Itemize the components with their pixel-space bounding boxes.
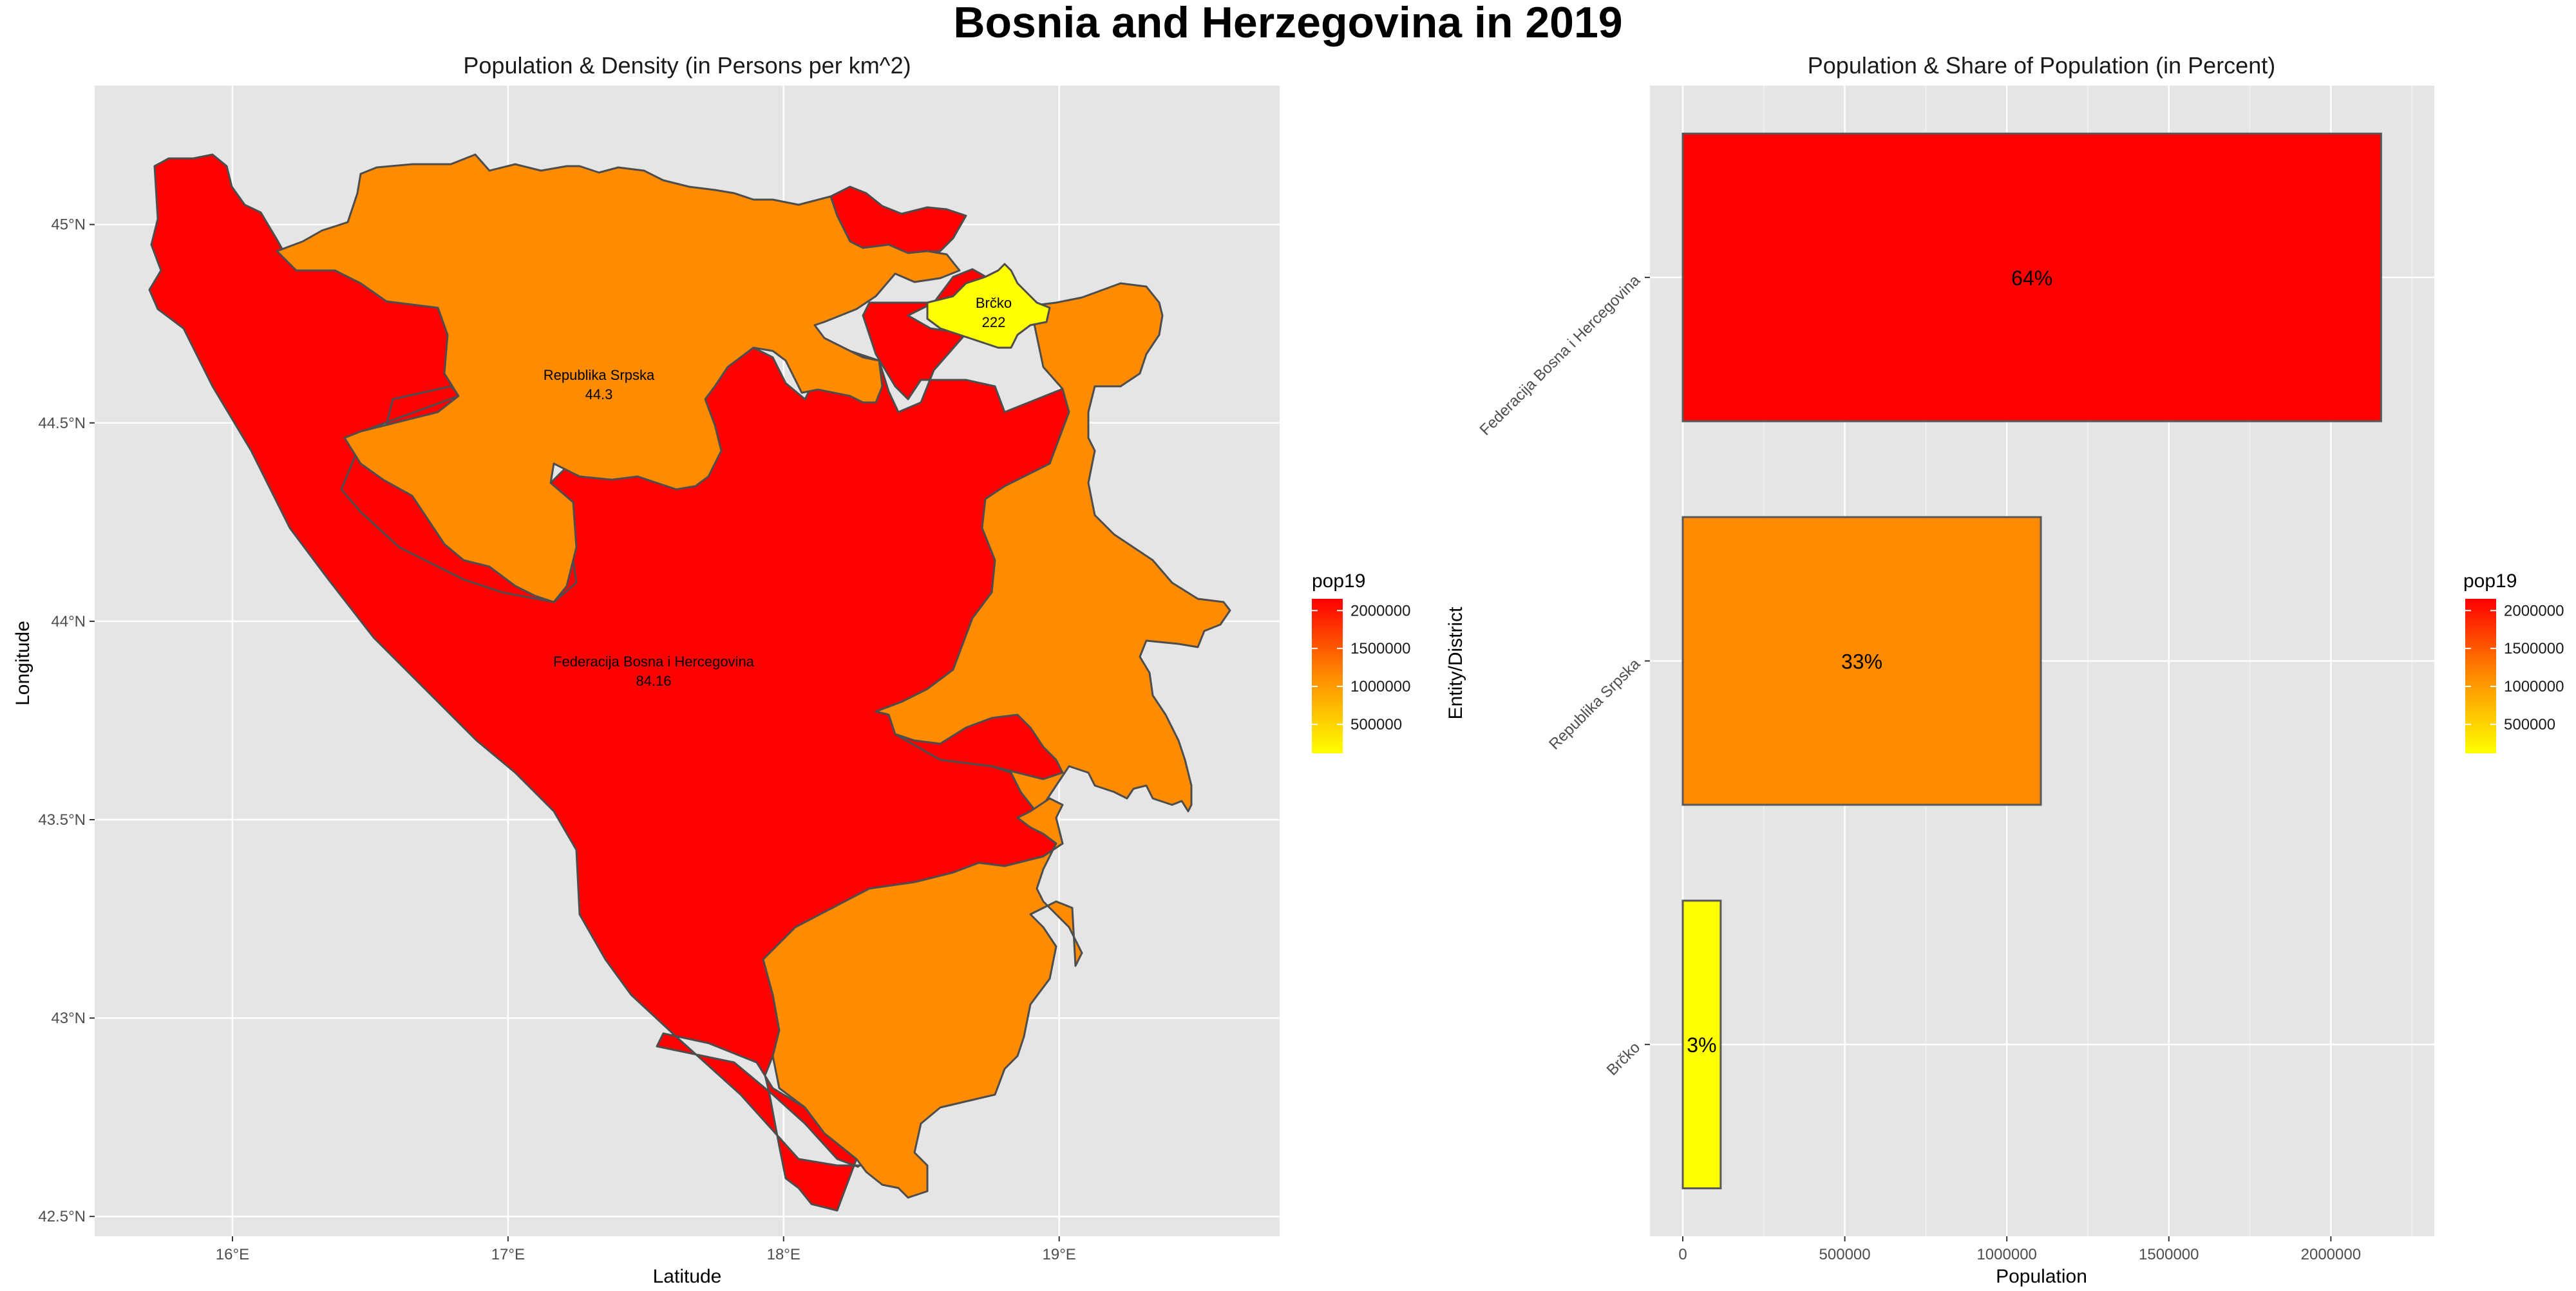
bar[interactable]: [1681, 900, 1722, 1190]
bar-xtick-label: 0: [1678, 1246, 1687, 1263]
map-ytick-label: 42.5°N: [38, 1208, 86, 1225]
map-ytick-label: 43.5°N: [38, 811, 86, 829]
map-xtick-label: 18°E: [767, 1246, 800, 1263]
bar-marks: 64% 33% 3%: [1681, 132, 2382, 1190]
map-xlabel: Latitude: [653, 1266, 722, 1287]
legend-tick-label: 1500000: [1350, 640, 1410, 657]
bar[interactable]: [1681, 516, 2042, 806]
map-labels: Republika Srpska 44.3 Federacija Bosna i…: [544, 295, 1012, 689]
map-axes: 16°E 17°E 18°E 19°E 42.5°N 43°N 43.5°N 44°N 44.5…: [38, 216, 1075, 1263]
map-ytick-label: 44.5°N: [38, 415, 86, 432]
map-xtick-label: 19°E: [1043, 1246, 1076, 1263]
map-label-srpska-density: 44.3: [585, 386, 613, 402]
region-brcko[interactable]: [926, 263, 1051, 349]
map-ytick-label: 43°N: [51, 1010, 86, 1027]
bar-category-label: Federacija Bosna i Hercegovina: [1477, 272, 1644, 439]
map-label-federacija-name: Federacija Bosna i Hercegovina: [553, 654, 755, 670]
region-federacija-south[interactable]: [894, 713, 1064, 780]
map-label-srpska-name: Republika Srpska: [544, 367, 655, 383]
map-regions: [148, 153, 1231, 1212]
legend-tick-label: 1000000: [1350, 678, 1410, 695]
bar-title: Population & Share of Population (in Per…: [1808, 52, 2275, 79]
map-label-brcko-name: Brčko: [976, 295, 1012, 311]
legend-tick-label: 500000: [2504, 716, 2555, 733]
bar-ylabel: Entity/District: [1445, 607, 1466, 720]
map-xtick-label: 16°E: [216, 1246, 249, 1263]
legend-tick-label: 2000000: [2504, 602, 2564, 619]
bar[interactable]: [1681, 132, 2382, 422]
region-srpska-west[interactable]: [276, 153, 961, 603]
map-ylabel: Longitude: [12, 621, 33, 706]
map-title: Population & Density (in Persons per km^…: [463, 52, 911, 79]
legend-tick-label: 1000000: [2504, 678, 2564, 695]
map-legend-colorbar: [1312, 599, 1343, 753]
legend-tick-label: 500000: [1350, 716, 1402, 733]
bar-legend: pop19 2000000 1500000 1000000 500000: [2463, 570, 2564, 753]
bar-xtick-label: 500000: [1819, 1246, 1871, 1263]
bar-legend-colorbar: [2465, 599, 2496, 753]
legend-tick-label: 1500000: [2504, 640, 2564, 657]
bar-legend-title: pop19: [2463, 570, 2517, 592]
bar-xtick-label: 1500000: [2139, 1246, 2199, 1263]
bar-category-label: Republika Srpska: [1546, 655, 1644, 753]
region-srpska-south[interactable]: [762, 797, 1083, 1199]
map-label-brcko-density: 222: [982, 314, 1006, 330]
bar-value-label: 3%: [1687, 1033, 1716, 1057]
legend-tick-label: 2000000: [1350, 602, 1410, 619]
bar-xlabel: Population: [1996, 1266, 2087, 1287]
map-ytick-label: 44°N: [51, 613, 86, 630]
bar-value-label: 64%: [2011, 267, 2052, 290]
map-legend: pop19 2000000 1500000 1000000 500000: [1312, 570, 1410, 753]
map-label-federacija-density: 84.16: [636, 673, 671, 689]
region-srpska-east[interactable]: [875, 282, 1231, 814]
bar-category-label: Brčko: [1604, 1039, 1643, 1079]
map-xtick-label: 17°E: [491, 1246, 525, 1263]
figure-title: Bosnia and Herzegovina in 2019: [953, 0, 1622, 47]
map-ytick-label: 45°N: [51, 216, 86, 234]
map-legend-title: pop19: [1312, 570, 1365, 592]
bar-xtick-label: 2000000: [2301, 1246, 2361, 1263]
bar-xtick-label: 1000000: [1976, 1246, 2036, 1263]
bar-value-label: 33%: [1841, 650, 1882, 674]
